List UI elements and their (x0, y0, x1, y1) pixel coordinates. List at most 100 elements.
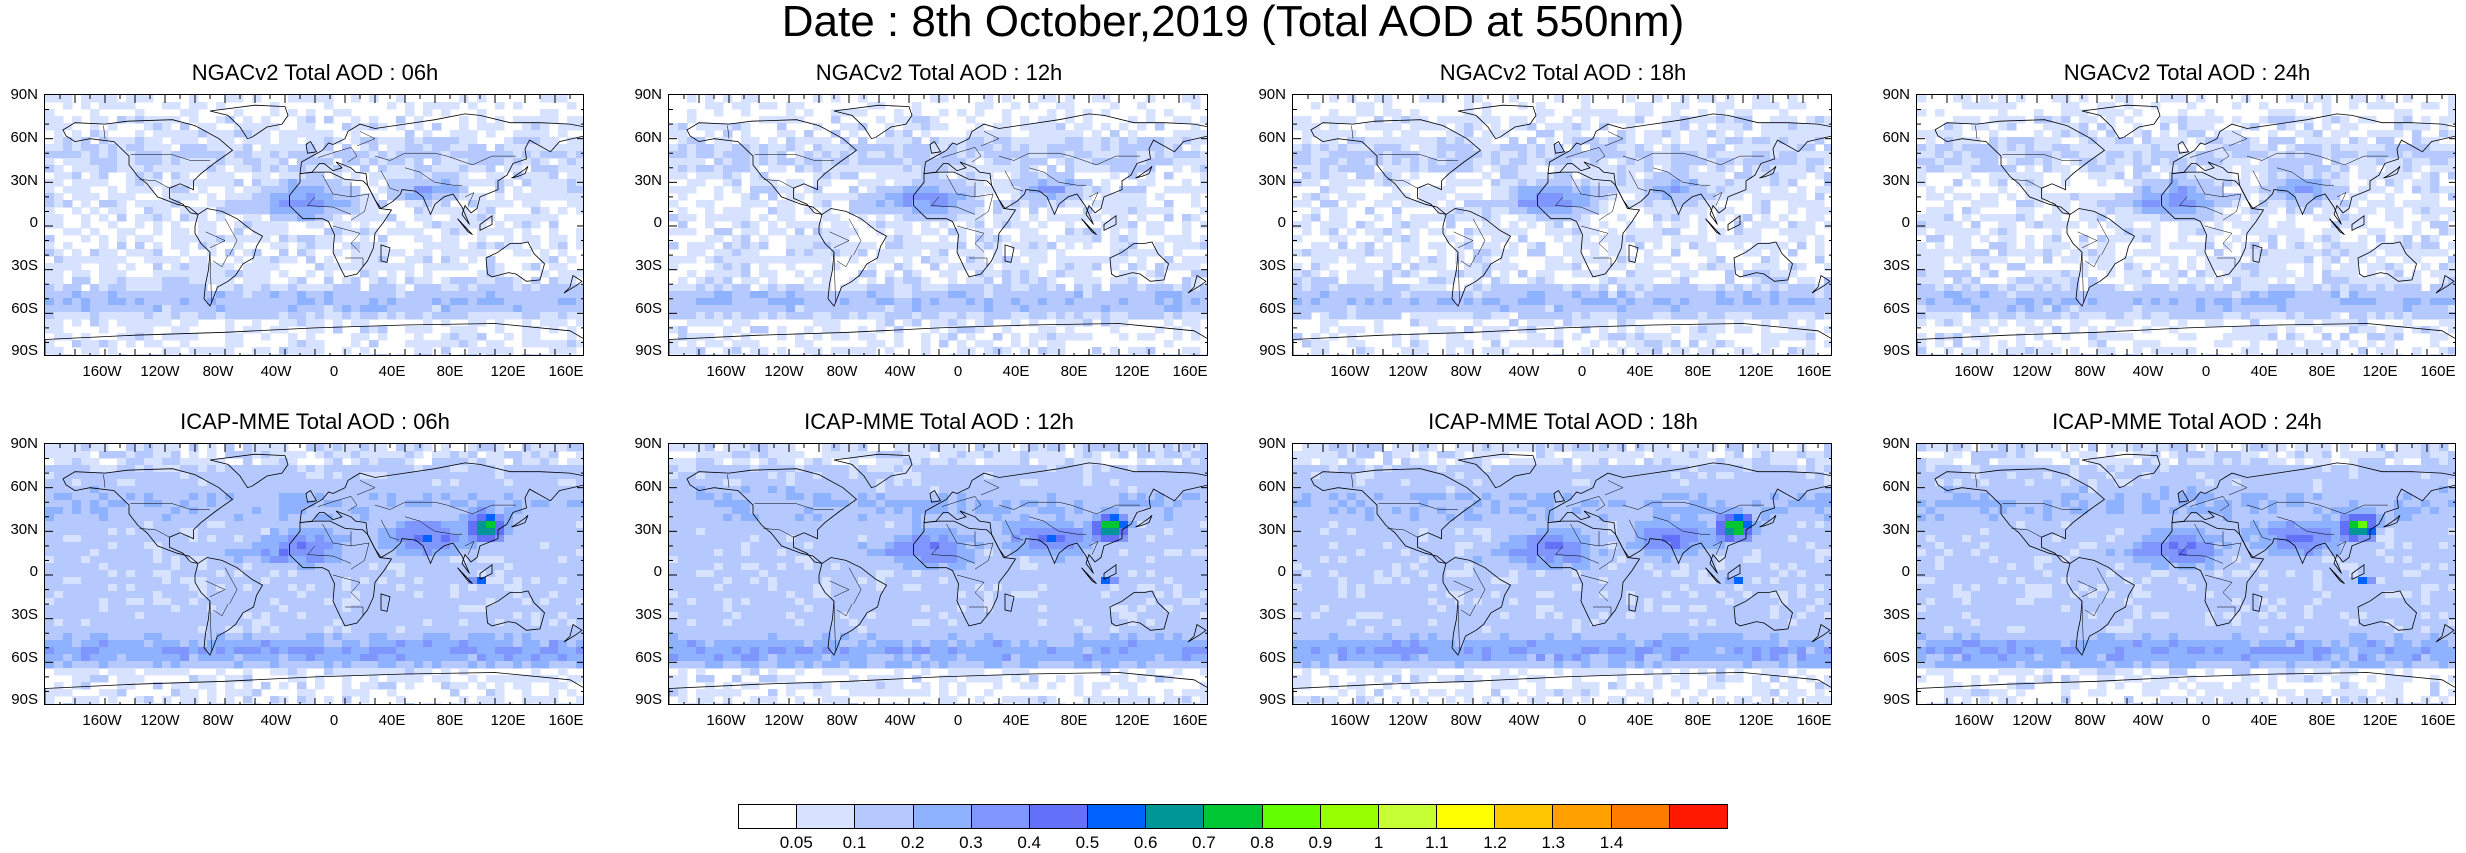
lon-tick-label: 120W (764, 363, 804, 380)
colorbar-swatch (1088, 805, 1147, 828)
coastlines (1293, 104, 1831, 355)
main-title: Date : 8th October,2019 (Total AOD at 55… (781, 0, 1685, 46)
panel-title: NGACv2 Total AOD : 24h (2063, 60, 2311, 85)
lon-tick-label: 160E (1796, 363, 1832, 380)
colorbar-label: 0.05 (779, 833, 813, 852)
aod-map (669, 444, 1207, 704)
panel-title: NGACv2 Total AOD : 06h (191, 60, 439, 85)
lon-tick-label: 160W (82, 712, 122, 729)
lon-tick-label: 40W (1508, 712, 1540, 729)
aod-map (1917, 95, 2455, 355)
aod-field (669, 444, 1207, 704)
lon-tick-label: 80W (2074, 712, 2106, 729)
axis-ticks (45, 95, 583, 355)
lat-tick-label: 0 (653, 214, 662, 231)
lon-tick-label: 80E (1684, 712, 1712, 729)
coastlines (1293, 453, 1831, 704)
lon-tick-label: 160W (706, 712, 746, 729)
colorbar-swatch (739, 805, 798, 828)
map-plot-area (44, 94, 584, 356)
lon-tick-label: 80W (826, 363, 858, 380)
lon-tick-label: 0 (329, 712, 339, 729)
lon-tick-label: 80W (826, 712, 858, 729)
axis-ticks (45, 444, 583, 704)
colorbar-swatch (913, 805, 972, 828)
lon-tick-label: 160E (548, 363, 584, 380)
lon-tick-label: 80E (436, 712, 464, 729)
lon-tick-label: 120E (1114, 363, 1150, 380)
lon-tick-label: 80E (1060, 712, 1088, 729)
colorbar-label: 0.1 (842, 833, 867, 852)
lat-tick-label: 60S (11, 300, 38, 317)
lat-tick-label: 60S (1259, 300, 1286, 317)
lat-tick-label: 90N (1882, 435, 1910, 452)
lon-tick-label: 0 (2201, 712, 2211, 729)
lon-tick-label: 80E (1060, 363, 1088, 380)
lon-tick-label: 120W (2012, 712, 2052, 729)
lon-tick-label: 80E (2308, 363, 2336, 380)
lon-tick-label: 80W (202, 363, 234, 380)
colorbar-label: 0.9 (1308, 833, 1333, 852)
map-panel: ICAP-MME Total AOD : 06h 90N 60N 30N 0 30S 60S… (0, 411, 584, 741)
lat-tick-label: 30S (1259, 606, 1286, 623)
lon-tick-label: 120W (140, 363, 180, 380)
lon-tick-label: 40E (1626, 363, 1654, 380)
colorbar-swatch (797, 805, 856, 828)
lon-tick-label: 160E (2420, 712, 2456, 729)
aod-field (45, 95, 583, 355)
colorbar-label: 1.1 (1424, 833, 1449, 852)
lon-tick-label: 40W (260, 363, 292, 380)
lon-tick-label: 120E (490, 363, 526, 380)
colorbar-swatch (1611, 805, 1670, 828)
panel-title: ICAP-MME Total AOD : 24h (2052, 409, 2322, 434)
lon-tick-label: 120W (1388, 712, 1428, 729)
aod-field (1917, 444, 2455, 704)
lon-tick-label: 120W (1388, 363, 1428, 380)
coastlines (669, 104, 1207, 355)
lon-tick-label: 0 (953, 712, 963, 729)
lon-tick-label: 40E (2250, 712, 2278, 729)
lat-tick-label: 60N (1882, 129, 1910, 146)
lat-tick-label: 0 (29, 214, 38, 231)
lon-tick-label: 0 (2201, 363, 2211, 380)
lon-tick-label: 40W (2132, 363, 2164, 380)
lon-tick-label: 120E (1738, 363, 1774, 380)
lon-tick-label: 80E (1684, 363, 1712, 380)
lat-tick-label: 90S (11, 342, 38, 359)
colorbar-label: 0.6 (1133, 833, 1158, 852)
coastlines (1917, 104, 2455, 355)
axis-ticks (1293, 95, 1831, 355)
aod-field (45, 444, 583, 704)
lat-tick-label: 90N (1882, 86, 1910, 103)
lat-tick-label: 60N (634, 129, 662, 146)
lon-tick-label: 120E (1114, 712, 1150, 729)
lat-tick-label: 30N (10, 172, 38, 189)
map-panel: ICAP-MME Total AOD : 24h 90N 60N 30N 0 30S 60S… (1872, 411, 2456, 741)
aod-map (669, 95, 1207, 355)
lon-tick-label: 120W (764, 712, 804, 729)
aod-map (1917, 444, 2455, 704)
map-plot-area (1916, 94, 2456, 356)
lon-tick-label: 120W (2012, 363, 2052, 380)
lat-tick-label: 30S (635, 606, 662, 623)
lat-tick-label: 30N (634, 521, 662, 538)
map-panel: ICAP-MME Total AOD : 12h 90N 60N 30N 0 30S 60S… (624, 411, 1208, 741)
lon-tick-label: 40W (2132, 712, 2164, 729)
colorbar-swatch (855, 805, 914, 828)
lon-tick-label: 160E (2420, 363, 2456, 380)
lat-tick-label: 30N (634, 172, 662, 189)
colorbar-label: 1 (1373, 833, 1384, 852)
lat-tick-label: 60S (1883, 300, 1910, 317)
lat-tick-label: 30N (10, 521, 38, 538)
aod-field (1293, 95, 1831, 355)
lon-tick-label: 160E (1172, 363, 1208, 380)
panel-title: ICAP-MME Total AOD : 06h (180, 409, 450, 434)
map-plot-area (1292, 443, 1832, 705)
lon-tick-label: 80W (1450, 363, 1482, 380)
colorbar-swatch (1378, 805, 1438, 828)
lat-tick-label: 90S (11, 691, 38, 708)
map-panel: NGACv2 Total AOD : 06h 90N 60N 30N 0 30S 60S 90… (0, 62, 584, 392)
lon-tick-label: 40W (260, 712, 292, 729)
map-panel: NGACv2 Total AOD : 24h 90N 60N 30N 0 30S 60S 90… (1872, 62, 2456, 392)
lon-tick-label: 160E (1796, 712, 1832, 729)
